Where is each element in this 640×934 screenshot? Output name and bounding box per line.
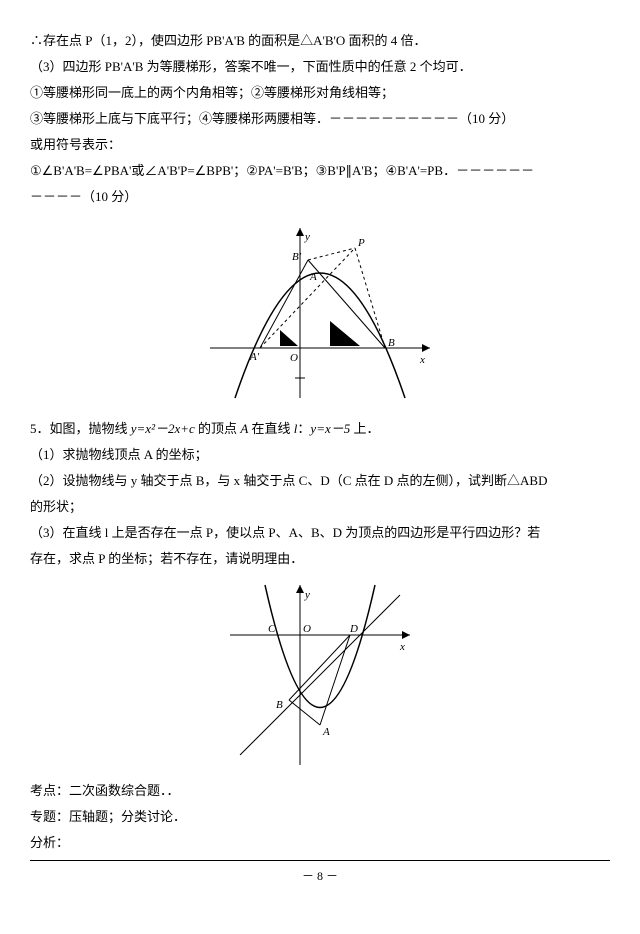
text-line: 考点：二次函数综合题．． [30, 778, 610, 804]
problem-5: 5．如图，抛物线 y=x²－2x+c 的顶点 A 在直线 l：y=x－5 上． [30, 416, 610, 442]
text-line: ∴存在点 P（1，2），使四边形 PB'A'B 的面积是△A'B'O 面积的 4… [30, 28, 610, 54]
text-line: －－－－（10 分） [30, 184, 610, 210]
text-line: ③等腰梯形上底与下底平行；④等腰梯形两腰相等．－－－－－－－－－－（10 分） [30, 106, 610, 132]
text-line: 专题：压轴题；分类讨论． [30, 804, 610, 830]
point-B: B [276, 699, 283, 711]
point-D: D [349, 623, 358, 635]
text-line: ①等腰梯形同一底上的两个内角相等；②等腰梯形对角线相等； [30, 80, 610, 106]
point-A: A [309, 271, 317, 283]
text-line: ①∠B'A'B=∠PBA'或∠A'B'P=∠BPB'；②PA'=B'B；③B'P… [30, 158, 610, 184]
math: y=x－5 [310, 421, 350, 436]
text-line: （2）设抛物线与 y 轴交于点 B，与 x 轴交于点 C、D（C 点在 D 点的… [30, 468, 610, 494]
text: 5．如图，抛物线 [30, 421, 131, 436]
text: 上． [350, 421, 379, 436]
point-Bp: B' [292, 251, 302, 263]
axis-y-label: y [304, 589, 310, 601]
text: 的顶点 [195, 421, 241, 436]
text: 在直线 [248, 421, 294, 436]
point-O: O [303, 623, 311, 635]
text-line: （1）求抛物线顶点 A 的坐标； [30, 442, 610, 468]
figure-parabola-2: y x C O D B A [220, 580, 420, 770]
text-line: 的形状； [30, 494, 610, 520]
text-line: （3）在直线 l 上是否存在一点 P，使以点 P、A、B、D 为顶点的四边形是平… [30, 520, 610, 546]
math: y=x²－2x+c [131, 421, 195, 436]
page-number: － 8 － [30, 860, 610, 888]
point-Ap: A' [249, 351, 260, 363]
text-line: 存在，求点 P 的坐标；若不存在，请说明理由． [30, 546, 610, 572]
text: ： [297, 421, 310, 436]
point-C: C [268, 623, 276, 635]
axis-x-label: x [419, 354, 425, 366]
point-P: P [357, 237, 365, 249]
figure-parabola-1: y x P B' A A' B O [190, 218, 450, 408]
point-O: O [290, 352, 298, 364]
axis-x-label: x [399, 641, 405, 653]
point-B: B [388, 337, 395, 349]
axis-y-label: y [304, 231, 310, 243]
text-line: 或用符号表示： [30, 132, 610, 158]
text-line: 分析： [30, 830, 610, 856]
point-A: A [322, 726, 330, 738]
text-line: （3）四边形 PB'A'B 为等腰梯形，答案不唯一，下面性质中的任意 2 个均可… [30, 54, 610, 80]
